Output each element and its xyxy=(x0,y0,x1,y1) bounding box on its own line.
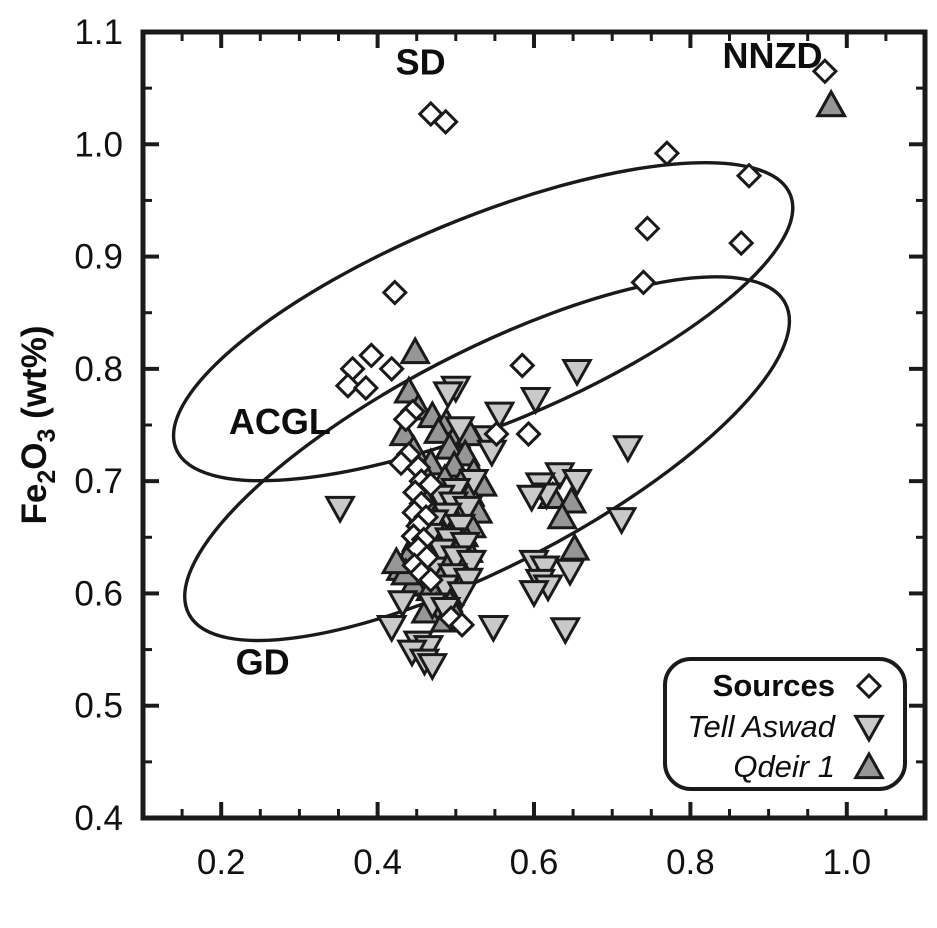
y-tick-label: 1.1 xyxy=(74,13,123,52)
legend-title: Sources xyxy=(713,668,835,703)
data-point xyxy=(612,435,644,464)
x-tick-label: 1.0 xyxy=(822,843,871,882)
group-annotations: SD NNZD ACGL GD xyxy=(229,35,847,682)
data-point xyxy=(393,375,425,404)
y-tick-label: 0.8 xyxy=(74,350,123,389)
data-point xyxy=(416,653,449,682)
data-point xyxy=(444,513,477,543)
data-point xyxy=(455,549,488,579)
y-tick-label: 0.5 xyxy=(74,687,123,726)
svg-text:Fe2O3 (wt%): Fe2O3 (wt%) xyxy=(15,326,61,525)
data-point xyxy=(653,140,681,167)
data-point xyxy=(630,269,657,296)
group-label-acgl: ACGL xyxy=(229,401,331,442)
group-label-sd: SD xyxy=(396,42,446,83)
data-point xyxy=(334,372,362,399)
data-point xyxy=(515,420,542,448)
legend-triangle-up-icon xyxy=(853,750,885,780)
x-tick-label: 0.6 xyxy=(510,843,559,882)
data-point xyxy=(519,387,552,416)
nnzd-source-marker xyxy=(811,58,839,85)
data-point xyxy=(432,108,459,135)
data-point xyxy=(561,358,593,388)
y-tick-label: 0.9 xyxy=(74,238,123,277)
data-point xyxy=(417,100,444,128)
data-point xyxy=(475,439,508,469)
data-point xyxy=(518,580,550,609)
data-point xyxy=(483,420,510,448)
series-tell-aswad xyxy=(324,358,644,682)
data-point xyxy=(392,406,419,433)
y-axis-title: Fe2O3 (wt%) xyxy=(15,326,61,525)
x-tick-label: 0.8 xyxy=(666,843,715,882)
legend-label-qdeir-1: Qdeir 1 xyxy=(733,749,835,784)
data-point xyxy=(634,215,661,242)
group-label-nnzd: NNZD xyxy=(723,35,823,76)
data-point xyxy=(728,229,755,257)
data-point xyxy=(386,590,419,619)
ACGL-confidence-ellipse xyxy=(171,160,795,483)
x-tick-label: 0.4 xyxy=(353,843,402,882)
data-point xyxy=(529,555,561,584)
data-point xyxy=(561,468,593,498)
data-point xyxy=(443,416,476,445)
legend-box xyxy=(663,657,907,791)
data-point xyxy=(735,162,763,189)
data-point xyxy=(381,279,408,306)
legend: Sources Tell Aswad Qdeir 1 xyxy=(663,657,907,791)
data-point xyxy=(422,415,455,444)
data-points xyxy=(324,88,847,682)
data-point xyxy=(352,374,379,402)
series-sources xyxy=(334,100,763,638)
data-point xyxy=(446,581,478,610)
data-point xyxy=(378,355,405,382)
legend-label-tell-aswad: Tell Aswad xyxy=(687,709,836,744)
nnzd-qdeir-marker xyxy=(815,88,847,118)
group-label-gd: GD xyxy=(236,641,290,682)
y-tick-label: 0.6 xyxy=(74,574,123,613)
y-tick-label: 0.4 xyxy=(74,799,123,838)
data-point xyxy=(452,567,485,597)
data-point xyxy=(549,617,582,646)
x-tick-label: 0.2 xyxy=(197,843,246,882)
data-point xyxy=(448,611,476,638)
tick-labels: 0.2 0.4 0.6 0.8 1.0 0.4 0.5 0.6 0.7 0.8 0.9 1.0 1.1 xyxy=(74,13,871,882)
legend-triangle-down-icon xyxy=(853,714,885,744)
plot-frame xyxy=(140,29,928,821)
data-point xyxy=(358,342,385,369)
data-point xyxy=(605,507,638,536)
y-tick-label: 0.7 xyxy=(74,462,123,501)
data-point xyxy=(375,614,408,644)
data-point xyxy=(417,566,444,594)
data-point xyxy=(509,352,536,379)
data-point xyxy=(554,558,586,588)
data-point xyxy=(546,501,578,530)
legend-diamond-icon xyxy=(855,672,883,700)
data-point xyxy=(515,484,548,513)
y-tick-label: 1.0 xyxy=(74,125,123,164)
data-point xyxy=(477,614,510,644)
data-point xyxy=(432,381,464,410)
data-point xyxy=(324,495,356,525)
data-point xyxy=(399,335,431,365)
data-point xyxy=(449,531,482,561)
data-point xyxy=(483,401,516,430)
